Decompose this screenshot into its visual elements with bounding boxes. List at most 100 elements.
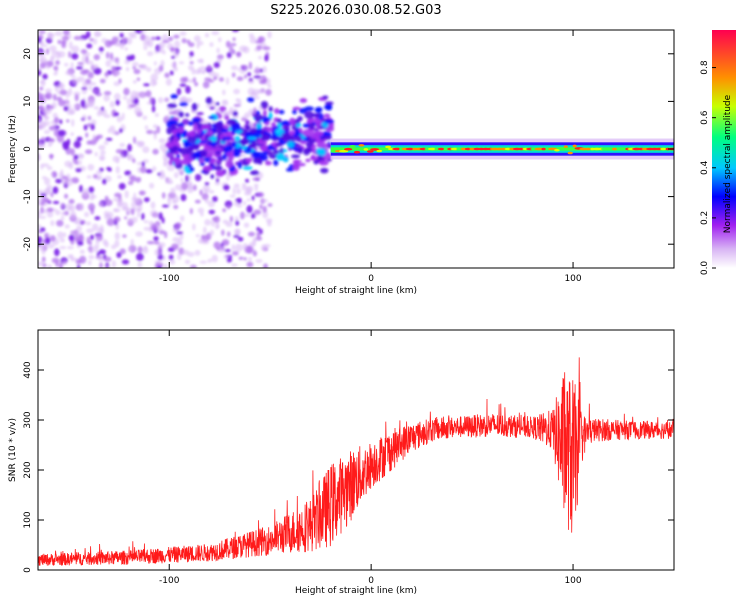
spectrogram-noise-blob	[85, 221, 92, 226]
spectrogram-noise-blob	[45, 237, 51, 245]
spectrogram-noise-blob	[151, 105, 156, 113]
snr-y-tick-label: 100	[23, 511, 33, 528]
spectrogram-cluster-blob	[262, 109, 267, 117]
spectrogram-noise-blob	[132, 80, 137, 84]
spectrogram-noise-blob	[82, 188, 90, 196]
spectrogram-noise-blob	[157, 265, 162, 268]
colorbar-ticks: 0.0 0.2 0.4 0.6 0.8	[700, 60, 716, 275]
spectrogram-noise-blob	[142, 146, 150, 154]
spectrogram-noise-blob	[129, 175, 137, 182]
spectrogram-cluster-blob	[165, 141, 174, 149]
spectrogram-noise-blob	[244, 74, 248, 79]
spectrogram-noise-blob	[92, 134, 96, 142]
spectrogram-noise-blob	[104, 199, 113, 206]
spectrogram-noise-blob	[220, 245, 226, 253]
spectrogram-noise-blob	[221, 229, 225, 236]
spectrogram-cluster-blob	[209, 157, 217, 163]
spectrogram-noise-blob	[38, 195, 41, 202]
spectrogram-noise-blob	[68, 51, 72, 59]
spectrogram-noise-blob	[77, 61, 84, 66]
spectrogram-noise-blob	[47, 264, 53, 268]
spectrogram-noise-blob	[197, 67, 201, 75]
spectrogram-noise-blob	[213, 61, 220, 69]
spectrogram-noise-blob	[234, 243, 243, 252]
spectrogram-noise-blob	[231, 30, 239, 33]
spectrogram-noise-blob	[180, 177, 184, 183]
spectrogram-cluster-blob	[259, 141, 265, 145]
spectrogram-cluster-blob	[316, 141, 327, 149]
spectrogram-noise-blob	[247, 256, 252, 262]
spectrogram-noise-blob	[50, 138, 55, 143]
spectrogram-noise-blob	[88, 186, 95, 193]
spectrogram-noise-blob	[124, 47, 128, 51]
spectrogram-noise-blob	[56, 96, 63, 102]
spectrogram-noise-blob	[238, 256, 244, 260]
spectrogram-noise-blob	[54, 85, 59, 92]
spectrogram-noise-blob	[71, 78, 80, 85]
spectrogram-noise-blob	[65, 180, 73, 187]
spectrogram-noise-blob	[189, 61, 194, 65]
spectrogram-noise-blob	[86, 175, 92, 179]
spectrogram-cluster-blob	[255, 123, 262, 129]
spectrogram-noise-blob	[150, 73, 159, 82]
spectrogram-noise-blob	[57, 231, 64, 239]
spectrogram-noise-blob	[43, 209, 48, 214]
spectrogram-noise-blob	[209, 190, 215, 194]
spectrogram-noise-blob	[215, 221, 220, 228]
spectrogram-noise-blob	[44, 187, 51, 195]
spectrogram-noise-blob	[188, 42, 195, 48]
spectrogram-noise-blob	[143, 226, 151, 231]
spectrogram-noise-blob	[179, 83, 187, 87]
spectrogram-cluster-blob	[188, 133, 195, 137]
spectrogram-cluster-blob	[221, 128, 229, 133]
spectrogram-noise-blob	[247, 87, 255, 96]
spectrogram-noise-blob	[86, 140, 92, 145]
spectrogram-noise-blob	[116, 251, 122, 259]
colorbar-gradient	[712, 30, 736, 268]
spectrogram-noise-blob	[38, 140, 43, 148]
spectrogram-noise-blob	[64, 193, 69, 199]
spectrogram-noise-blob	[113, 81, 121, 87]
spectrogram-cluster-blob	[266, 146, 277, 151]
spectrogram-cluster-blob	[315, 106, 323, 112]
spectrogram-cluster-blob	[206, 139, 213, 144]
spectrogram-cluster-blob	[292, 164, 300, 171]
spectrogram-cluster-blob	[170, 125, 176, 129]
spectrogram-noise-blob	[75, 168, 82, 173]
spectrogram-noise-blob	[194, 173, 202, 182]
spectrogram-cluster-blob	[219, 106, 227, 112]
spectrogram-noise-blob	[167, 198, 172, 207]
spectrogram-noise-blob	[198, 238, 205, 244]
spectrogram-noise-blob	[65, 70, 73, 76]
spectrogram-noise-blob	[99, 78, 106, 84]
spectrogram-cluster-blob	[299, 98, 308, 103]
spectrogram-noise-blob	[226, 172, 230, 181]
spectrogram-cluster-blob	[267, 127, 273, 132]
spectrogram-band-peak	[554, 148, 560, 152]
spectrogram-noise-blob	[194, 249, 201, 256]
spectrogram-noise-blob	[109, 125, 116, 132]
spectrogram-noise-blob	[170, 187, 176, 196]
spectrogram-x-ticks: -100 0 100	[159, 30, 582, 284]
spectrogram-noise-blob	[86, 43, 93, 49]
spectrogram-noise-blob	[168, 254, 174, 260]
spectrogram-noise-blob	[231, 65, 238, 71]
spectrogram-noise-blob	[154, 241, 160, 245]
spectrogram-noise-blob	[70, 132, 75, 137]
spectrogram-noise-blob	[88, 254, 95, 260]
spectrogram-noise-blob	[262, 205, 267, 213]
spectrogram-noise-blob	[180, 193, 187, 202]
spectrogram-cluster-blob	[318, 125, 324, 129]
spectrogram-noise-blob	[46, 210, 54, 218]
spectrogram-noise-blob	[213, 76, 218, 81]
spectrogram-noise-blob	[61, 40, 66, 48]
spectrogram-noise-blob	[38, 37, 42, 44]
spectrogram-noise-blob	[58, 83, 64, 89]
spectrogram-noise-blob	[207, 200, 216, 208]
spectrogram-noise-blob	[213, 241, 221, 249]
chart-title: S225.2026.030.08.52.G03	[270, 3, 441, 18]
spectrogram-noise-blob	[199, 189, 203, 196]
spectrogram-noise-blob	[233, 183, 240, 189]
spectrogram-noise-blob	[172, 200, 177, 204]
spectrogram-noise-blob	[100, 106, 105, 111]
